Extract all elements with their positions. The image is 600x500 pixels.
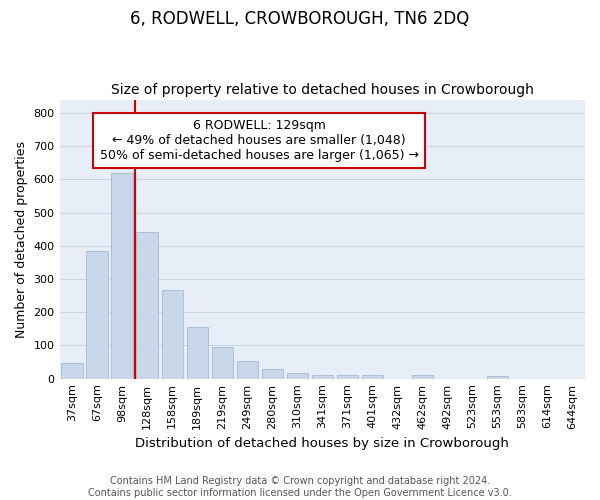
Bar xyxy=(61,363,83,378)
Bar xyxy=(287,372,308,378)
Bar xyxy=(412,376,433,378)
Title: Size of property relative to detached houses in Crowborough: Size of property relative to detached ho… xyxy=(111,83,534,97)
Bar xyxy=(86,250,108,378)
Bar xyxy=(362,376,383,378)
Bar xyxy=(337,374,358,378)
Bar xyxy=(487,376,508,378)
Text: 6, RODWELL, CROWBOROUGH, TN6 2DQ: 6, RODWELL, CROWBOROUGH, TN6 2DQ xyxy=(130,10,470,28)
Bar xyxy=(236,362,258,378)
Bar xyxy=(187,327,208,378)
Bar xyxy=(161,290,183,378)
Bar xyxy=(262,368,283,378)
Text: Contains HM Land Registry data © Crown copyright and database right 2024.
Contai: Contains HM Land Registry data © Crown c… xyxy=(88,476,512,498)
Bar xyxy=(112,172,133,378)
X-axis label: Distribution of detached houses by size in Crowborough: Distribution of detached houses by size … xyxy=(136,437,509,450)
Y-axis label: Number of detached properties: Number of detached properties xyxy=(15,140,28,338)
Text: 6 RODWELL: 129sqm
← 49% of detached houses are smaller (1,048)
50% of semi-detac: 6 RODWELL: 129sqm ← 49% of detached hous… xyxy=(100,119,419,162)
Bar xyxy=(311,374,333,378)
Bar xyxy=(212,347,233,378)
Bar xyxy=(136,232,158,378)
